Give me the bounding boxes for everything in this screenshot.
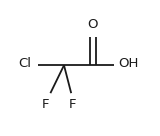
- Text: O: O: [88, 18, 98, 31]
- Text: OH: OH: [118, 57, 138, 70]
- Text: Cl: Cl: [18, 57, 31, 70]
- Text: F: F: [42, 98, 49, 111]
- Text: F: F: [69, 98, 76, 111]
